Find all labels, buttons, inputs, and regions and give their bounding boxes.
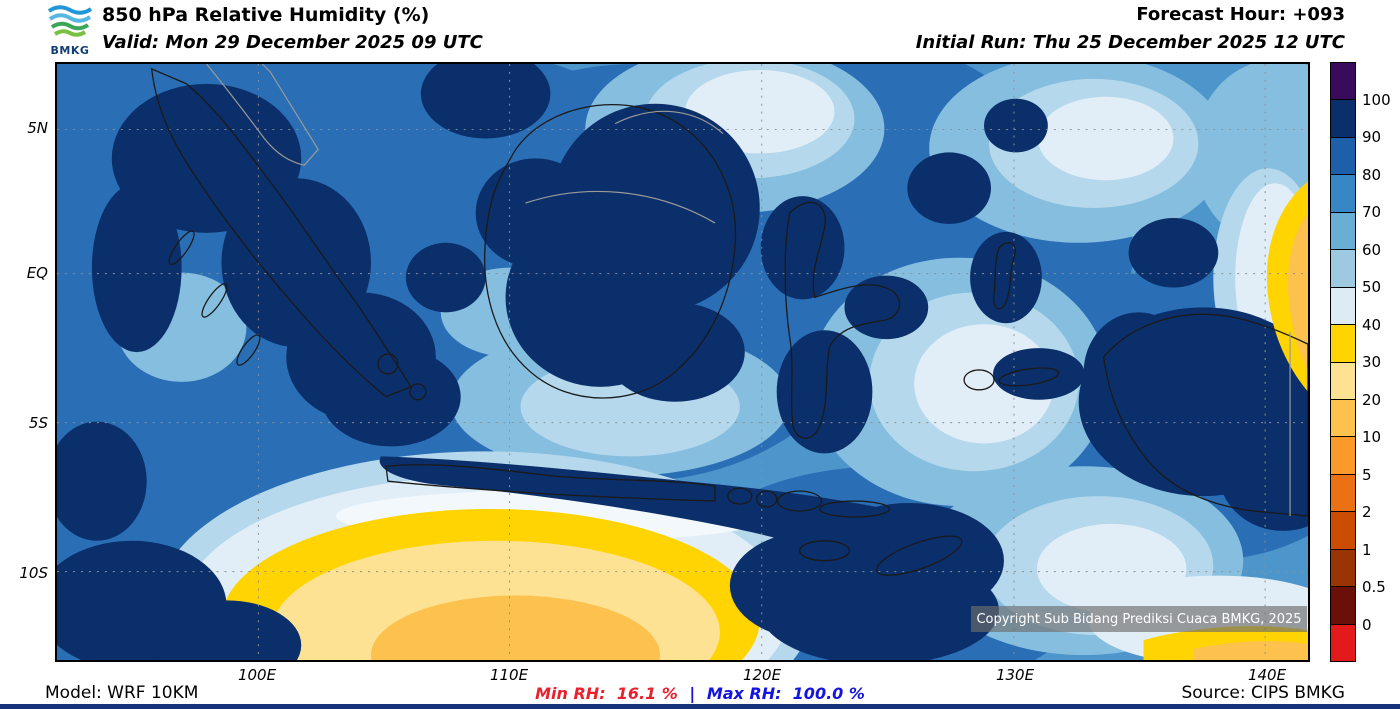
colorbar-block xyxy=(1331,623,1355,661)
colorbar-block xyxy=(1331,548,1355,587)
colorbar-label: 10 xyxy=(1362,428,1382,446)
colorbar-label: 5 xyxy=(1362,465,1372,484)
colorbar-block xyxy=(1331,398,1355,437)
colorbar-block xyxy=(1331,249,1355,287)
humidity-field xyxy=(57,64,1308,660)
colorbar-block xyxy=(1331,473,1355,512)
source-label: Source: CIPS BMKG xyxy=(1181,683,1345,703)
bottom-accent-bar xyxy=(0,704,1400,709)
colorbar-block xyxy=(1331,63,1355,100)
rh-90-100-region xyxy=(57,64,1308,660)
max-rh-value: 100.0 % xyxy=(792,684,865,703)
colorbar-block xyxy=(1331,324,1355,362)
x-axis-label-100e: 100E xyxy=(237,666,277,684)
x-axis-label-130e: 130E xyxy=(995,666,1035,684)
colorbar-label: 80 xyxy=(1362,165,1382,184)
min-rh-value: 16.1 % xyxy=(616,684,678,703)
colorbar-labels: 100 90 80 70 60 50 40 30 20 10 5 2 1 0.5 0 xyxy=(1362,62,1400,662)
valid-time: Valid: Mon 29 December 2025 09 UTC xyxy=(102,32,483,53)
rh-separator: | xyxy=(689,684,696,703)
min-rh-label: Min RH: xyxy=(535,684,606,703)
model-label: Model: WRF 10KM xyxy=(45,683,199,703)
page-title: 850 hPa Relative Humidity (%) xyxy=(102,4,430,26)
x-axis-label-120e: 120E xyxy=(742,666,782,684)
graticule xyxy=(57,64,1308,660)
colorbar-label: 0.5 xyxy=(1362,578,1386,596)
bmkg-logo: BMKG xyxy=(42,3,98,61)
coastlines xyxy=(150,67,1308,576)
colorbar-label: 50 xyxy=(1362,278,1382,296)
foreign-borders xyxy=(206,64,1291,516)
colorbar-block xyxy=(1331,511,1355,549)
colorbar-block xyxy=(1331,136,1355,175)
initial-run: Initial Run: Thu 25 December 2025 12 UTC xyxy=(915,32,1345,53)
forecast-hour: Forecast Hour: +093 xyxy=(1136,4,1345,25)
bmkg-logo-label: BMKG xyxy=(50,44,90,57)
colorbar-block xyxy=(1331,361,1355,399)
colorbar-block xyxy=(1331,286,1355,325)
map-copyright: Copyright Sub Bidang Prediksi Cuaca BMKG… xyxy=(971,606,1307,632)
colorbar-block xyxy=(1331,99,1355,137)
colorbar-label: 100 xyxy=(1362,90,1391,109)
humidity-map: Copyright Sub Bidang Prediksi Cuaca BMKG… xyxy=(55,62,1310,662)
x-axis-label-110e: 110E xyxy=(489,666,529,684)
colorbar-label: 30 xyxy=(1362,353,1382,371)
colorbar-label: 20 xyxy=(1362,390,1382,409)
y-axis-label-eq: EQ xyxy=(26,264,48,282)
y-axis-label-10s: 10S xyxy=(19,564,48,582)
colorbar-label: 60 xyxy=(1362,240,1382,259)
colorbar-label: 1 xyxy=(1362,540,1372,559)
colorbar-block xyxy=(1331,211,1355,250)
colorbar xyxy=(1330,62,1356,662)
colorbar-block xyxy=(1331,586,1355,624)
colorbar-label: 90 xyxy=(1362,128,1382,146)
colorbar-label: 70 xyxy=(1362,203,1382,221)
colorbar-label: 2 xyxy=(1362,503,1372,521)
min-max-rh: Min RH: 16.1 % | Max RH: 100.0 % xyxy=(535,684,865,703)
max-rh-label: Max RH: xyxy=(706,684,782,703)
colorbar-label: 0 xyxy=(1362,615,1372,634)
x-axis-label-140e: 140E xyxy=(1247,666,1287,684)
bmkg-logo-icon xyxy=(47,5,93,37)
colorbar-block xyxy=(1331,436,1355,474)
y-axis-label-5s: 5S xyxy=(28,414,48,432)
colorbar-label: 40 xyxy=(1362,315,1382,334)
colorbar-block xyxy=(1331,174,1355,212)
y-axis-label-5n: 5N xyxy=(27,119,48,137)
